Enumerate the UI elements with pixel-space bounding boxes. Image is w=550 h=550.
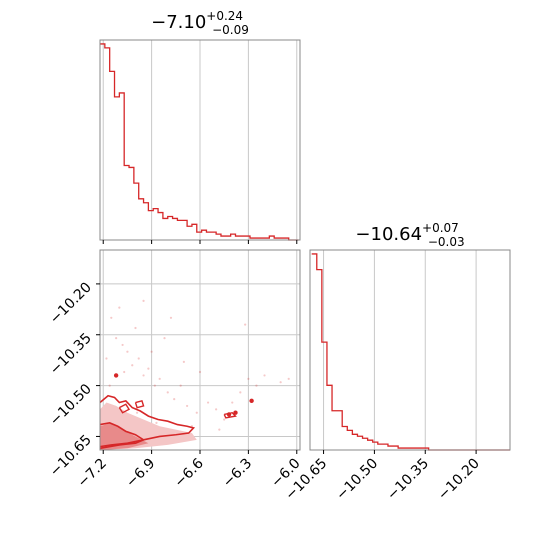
scatter-point-36: [135, 411, 139, 414]
hist2-tick-label-1: −10.50: [333, 456, 381, 504]
scatter-point-13: [185, 404, 189, 408]
scatter-point-29: [163, 337, 166, 340]
scatter-point-28: [150, 350, 153, 353]
histogram-frame-param-2: [309, 249, 511, 451]
scatter-point-17: [223, 418, 226, 421]
scatter-point-41: [123, 370, 126, 374]
title-param-2-upper: +0.07: [422, 221, 459, 235]
scatter-point-23: [279, 381, 282, 384]
scatter-point-7: [147, 367, 150, 370]
title-param-1: −7.10+0.24 −0.09: [151, 9, 249, 37]
contour-outer: [99, 394, 196, 448]
scatter-point-40: [108, 384, 111, 387]
scatter-panel: −7.2 −6.9 −6.6 −6.3 −6.0−10.20−10.35−10.50−1…: [47, 249, 304, 491]
scatter-point-19: [239, 391, 242, 394]
scatter-point-0: [110, 316, 113, 319]
title-param-2-main: −10.64: [355, 224, 422, 245]
scatter-y-tick-label-0: −10.20: [47, 279, 95, 327]
scatter-point-20: [247, 377, 250, 380]
scatter-x-tick-label-1: −6.9: [123, 456, 158, 491]
title-param-1-main: −7.10: [151, 12, 206, 33]
scatter-point-16: [215, 408, 218, 411]
scatter-point-15: [206, 401, 210, 404]
scatter-point-11: [173, 398, 176, 401]
scatter-y-tick-label-1: −10.35: [47, 330, 95, 378]
scatter-points: [105, 299, 290, 431]
scatter-x-tick-label-3: −6.3: [220, 456, 255, 491]
scatter-y-tick-label-2: −10.50: [47, 381, 95, 429]
scatter-point-22: [263, 374, 266, 377]
scatter-point-39: [218, 428, 221, 431]
scatter-x-tick-label-0: −7.2: [75, 456, 110, 491]
scatter-point-26: [118, 306, 121, 309]
scatter-point-37: [155, 421, 158, 424]
scatter-point-9: [158, 377, 161, 380]
scatter-point-10: [166, 391, 169, 394]
scatter-point-32: [142, 299, 145, 302]
title-param-1-upper: +0.24: [206, 9, 243, 23]
contour-island-2: [134, 400, 145, 409]
histogram-panel-param-1: −7.10+0.24 −0.09: [99, 9, 301, 244]
contour-island-3: [223, 411, 237, 419]
scatter-x-tick-label-2: −6.6: [171, 455, 206, 490]
scatter-dense-point-2: [249, 398, 254, 404]
scatter-point-21: [255, 384, 258, 387]
histogram-step-line-param-1: [100, 43, 299, 241]
scatter-point-18: [231, 401, 234, 404]
title-param-2-lower: −0.03: [428, 235, 465, 249]
scatter-point-34: [169, 316, 173, 319]
scatter-point-2: [121, 343, 124, 347]
scatter-point-12: [179, 384, 182, 387]
scatter-point-24: [287, 377, 290, 380]
scatter-point-8: [153, 384, 156, 387]
histogram-step-line-param-2: [311, 253, 510, 451]
scatter-point-25: [105, 357, 108, 360]
title-param-2: −10.64+0.07 −0.03: [355, 221, 464, 249]
title-param-1-lower: −0.09: [212, 23, 249, 37]
hist2-tick-label-2: −10.35: [384, 456, 432, 504]
hist2-tick-label-3: −10.20: [435, 456, 483, 504]
contour-island-1: [118, 403, 131, 414]
scatter-dense-point-3: [233, 410, 238, 415]
histogram-panel-param-2: −10.65 −10.50 −10.35 −10.20 −10.64+0.07 −0.0…: [282, 221, 511, 504]
scatter-point-27: [134, 326, 137, 330]
density-contours: [99, 394, 237, 450]
scatter-point-31: [198, 370, 202, 374]
scatter-point-30: [182, 360, 185, 363]
density-fill: [100, 402, 197, 450]
scatter-dense-point-0: [113, 373, 119, 378]
scatter-point-1: [115, 337, 118, 340]
scatter-point-33: [244, 323, 247, 326]
contour-inner: [99, 422, 146, 450]
scatter-point-3: [126, 350, 129, 353]
scatter-point-14: [195, 411, 198, 414]
scatter-point-4: [131, 364, 134, 367]
scatter-point-5: [137, 357, 140, 360]
scatter-point-6: [142, 374, 145, 377]
